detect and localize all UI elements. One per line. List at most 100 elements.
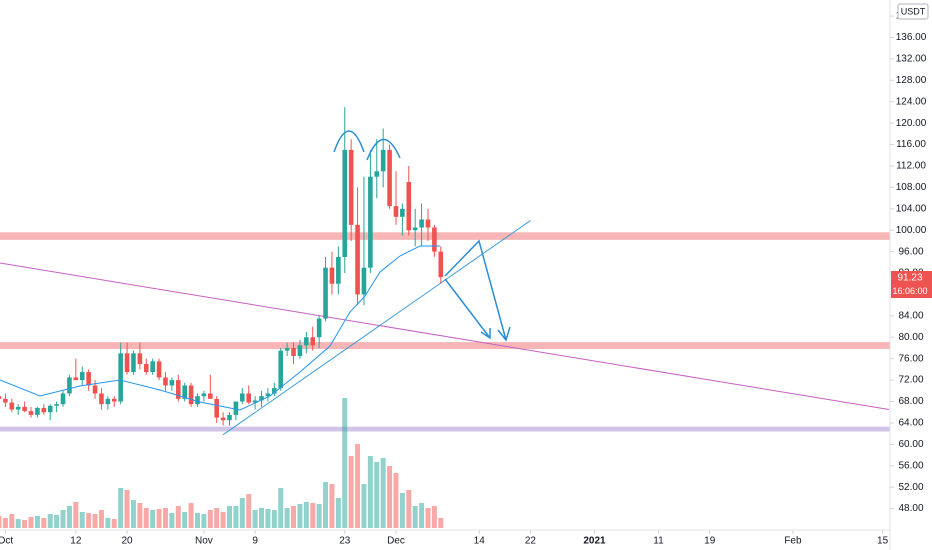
- candle-body: [336, 256, 341, 284]
- candle-body: [156, 361, 162, 378]
- price-zone: [0, 342, 890, 350]
- volume-bar: [239, 498, 245, 528]
- volume-bar: [162, 508, 168, 528]
- candle-body: [393, 206, 399, 217]
- volume-bar: [156, 509, 162, 528]
- volume-bar: [118, 488, 124, 528]
- x-tick-label: 15: [877, 536, 889, 547]
- volume-bar: [271, 510, 277, 528]
- candle-body: [150, 361, 155, 373]
- candle-body: [92, 385, 98, 394]
- candle-body: [227, 414, 232, 421]
- candle-body: [131, 353, 136, 373]
- volume-bar: [60, 510, 66, 528]
- volume-bar: [124, 490, 130, 528]
- x-tick-label: 9: [252, 536, 258, 547]
- candle-body: [265, 393, 271, 397]
- currency-box: [897, 3, 929, 20]
- y-tick-label: 124.00: [896, 96, 927, 107]
- volume-bar: [265, 509, 271, 528]
- volume-bar: [438, 518, 444, 528]
- volume-bar: [393, 473, 399, 528]
- candle-body: [79, 372, 85, 381]
- x-tick-label: Dec: [387, 536, 405, 547]
- candle-body: [0, 396, 2, 399]
- candle-body: [86, 372, 91, 386]
- volume-bar: [34, 516, 40, 528]
- candle-body: [73, 377, 79, 381]
- volume-bar: [297, 504, 303, 528]
- candle-body: [54, 404, 59, 406]
- trend-line: [0, 262, 890, 411]
- candle-body: [207, 393, 213, 399]
- candle-body: [361, 267, 367, 295]
- volume-bar: [399, 493, 405, 528]
- candle-body: [143, 364, 149, 373]
- volume-bar: [214, 508, 220, 528]
- x-tick-label: 2021: [583, 536, 606, 547]
- volume-bar: [15, 519, 21, 528]
- candle-body: [246, 393, 252, 403]
- y-tick-label: 136.00: [896, 32, 927, 43]
- y-tick-label: 100.00: [896, 225, 927, 236]
- currency: USDT: [901, 6, 926, 16]
- candle-body: [374, 171, 380, 177]
- volume-bar: [335, 498, 341, 528]
- y-tick-label: 132.00: [896, 54, 927, 65]
- candle-body: [291, 347, 296, 357]
- candle-body: [220, 417, 226, 421]
- candle-body: [111, 398, 117, 402]
- candle-body: [297, 345, 303, 357]
- x-tick-label: Nov: [195, 536, 213, 547]
- volume-bar: [316, 504, 322, 528]
- candle-body: [406, 182, 412, 231]
- volume-bar: [374, 462, 380, 528]
- countdown: 16:06:00: [892, 286, 927, 296]
- x-tick-label: Feb: [784, 536, 802, 547]
- x-tick-label: 14: [474, 536, 486, 547]
- candle-body: [380, 149, 386, 172]
- x-tick-label: 20: [121, 536, 133, 547]
- volume-bar: [188, 503, 194, 528]
- candle-body: [41, 407, 47, 413]
- candle-body: [105, 398, 111, 405]
- x-tick-label: Oct: [0, 536, 13, 547]
- volume-bar: [2, 518, 8, 528]
- volume-bar: [252, 510, 258, 528]
- candle-body: [124, 353, 130, 373]
- candle-body: [118, 353, 123, 402]
- volume-bar: [284, 508, 290, 528]
- volume-bar: [303, 502, 309, 528]
- volume-bar: [329, 484, 335, 528]
- y-tick-label: 108.00: [896, 182, 927, 193]
- candle-body: [3, 398, 8, 403]
- candle-body: [259, 396, 264, 401]
- volume-bar: [233, 506, 239, 528]
- y-tick-label: 48.00: [898, 503, 923, 514]
- y-tick-label: 76.00: [898, 353, 923, 364]
- volume-bar: [246, 494, 252, 528]
- candle-body: [400, 208, 405, 217]
- candle-body: [15, 406, 21, 410]
- candle-body: [355, 224, 360, 295]
- plot-area: [0, 107, 890, 528]
- volume-bar: [111, 519, 117, 528]
- volume-bar: [73, 502, 79, 528]
- volume-bar: [9, 514, 15, 528]
- candle-body: [368, 176, 373, 268]
- volume-bar: [201, 514, 207, 528]
- y-tick-label: 80.00: [898, 332, 923, 343]
- candle-body: [214, 398, 219, 418]
- volume-bar: [387, 466, 393, 528]
- candle-body: [252, 400, 258, 403]
- candle-body: [304, 337, 309, 346]
- volume-bar: [207, 510, 213, 528]
- candle-body: [28, 411, 34, 415]
- candle-body: [438, 251, 444, 278]
- pattern-arc: [333, 130, 401, 161]
- price-tag: [891, 271, 932, 285]
- candle-body: [175, 380, 181, 399]
- candle-body: [47, 405, 53, 413]
- moving-average: [0, 245, 440, 411]
